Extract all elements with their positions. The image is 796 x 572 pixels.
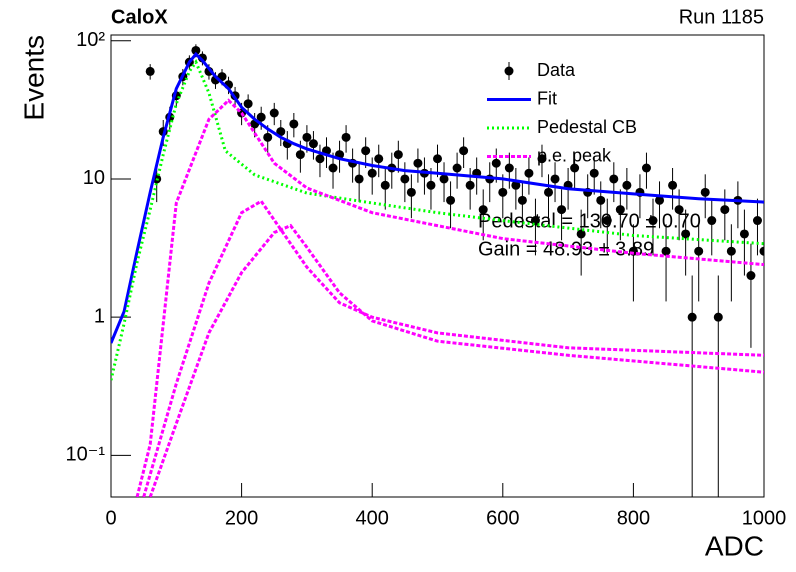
x-tick-label: 1000: [742, 507, 787, 529]
curve: [135, 98, 764, 497]
y-tick-label: 10: [83, 167, 105, 189]
data-point: [439, 174, 449, 184]
data-point: [302, 132, 312, 142]
data-point: [498, 187, 508, 197]
y-axis-title: Events: [18, 35, 49, 121]
data-point: [452, 163, 462, 173]
data-point: [145, 66, 155, 76]
data-point: [550, 174, 560, 184]
chart-title: CaloX: [111, 6, 168, 28]
data-point: [328, 163, 338, 173]
data-point: [295, 150, 305, 160]
data-point: [726, 246, 736, 256]
y-tick-label: 10²: [76, 29, 105, 51]
data-point: [478, 205, 488, 215]
data-point: [622, 180, 632, 190]
y-tick-label: 1: [94, 305, 105, 327]
data-point: [687, 312, 697, 322]
data-point: [641, 163, 651, 173]
data-point: [681, 229, 691, 239]
x-tick-label: 200: [225, 507, 258, 529]
data-point: [504, 163, 514, 173]
x-tick-label: 0: [105, 507, 116, 529]
data-point: [570, 163, 580, 173]
data-point: [655, 195, 665, 205]
data-point: [759, 246, 764, 256]
data-point: [400, 174, 410, 184]
data-point: [674, 205, 684, 215]
legend-symbol: [504, 66, 514, 76]
data-point: [269, 108, 279, 118]
data-point: [374, 154, 384, 164]
data-point: [256, 112, 266, 122]
data-point: [446, 195, 456, 205]
data-point: [380, 180, 390, 190]
data-point: [537, 154, 547, 164]
data-point: [517, 195, 527, 205]
data-point: [615, 205, 625, 215]
data-point: [746, 271, 756, 281]
data-point: [707, 216, 717, 226]
data-point: [406, 187, 416, 197]
data-point: [289, 119, 299, 129]
data-point: [661, 246, 671, 256]
data-point: [752, 216, 762, 226]
data-point: [276, 127, 286, 137]
data-point: [576, 229, 586, 239]
data-point: [589, 168, 599, 178]
data-point: [465, 180, 475, 190]
data-point: [713, 312, 723, 322]
data-point: [694, 246, 704, 256]
data-point: [315, 154, 325, 164]
curve: [111, 51, 764, 344]
run-label: Run 1185: [679, 6, 764, 28]
y-tick-label: 10⁻¹: [66, 444, 106, 466]
x-tick-label: 400: [356, 507, 389, 529]
data-point: [263, 132, 273, 142]
x-axis-title: ADC: [705, 530, 764, 561]
data-point: [341, 132, 351, 142]
plot-area: [111, 44, 764, 497]
x-tick-label: 800: [617, 507, 650, 529]
data-point: [648, 216, 658, 226]
data-point: [491, 158, 501, 168]
data-point: [596, 195, 606, 205]
curve: [148, 223, 764, 497]
legend-label: Fit: [537, 88, 557, 108]
data-point: [524, 168, 534, 178]
data-point: [413, 158, 423, 168]
legend-label: Data: [537, 60, 576, 80]
curve: [142, 199, 764, 497]
data-point: [557, 205, 567, 215]
data-point: [426, 180, 436, 190]
data-point: [544, 187, 554, 197]
annotation: Pedestal = 130.70 ± 0.70: [478, 210, 701, 232]
data-point: [511, 180, 521, 190]
data-point: [700, 187, 710, 197]
data-point: [367, 168, 377, 178]
curve: [111, 59, 764, 381]
data-point: [602, 216, 612, 226]
data-point: [191, 45, 201, 55]
annotation: Gain = 48.93 ± 3.89: [478, 238, 654, 260]
data-point: [668, 180, 678, 190]
data-point: [308, 139, 318, 149]
data-point: [433, 154, 442, 164]
legend-label: p.e. peak: [537, 145, 612, 165]
data-point: [720, 205, 730, 215]
data-point: [459, 146, 469, 156]
legend-label: Pedestal CB: [537, 117, 637, 137]
data-point: [361, 146, 371, 156]
data-point: [609, 174, 619, 184]
x-tick-label: 600: [486, 507, 519, 529]
data-point: [393, 150, 403, 160]
data-point: [739, 229, 749, 239]
data-point: [354, 174, 364, 184]
data-point: [243, 99, 253, 109]
